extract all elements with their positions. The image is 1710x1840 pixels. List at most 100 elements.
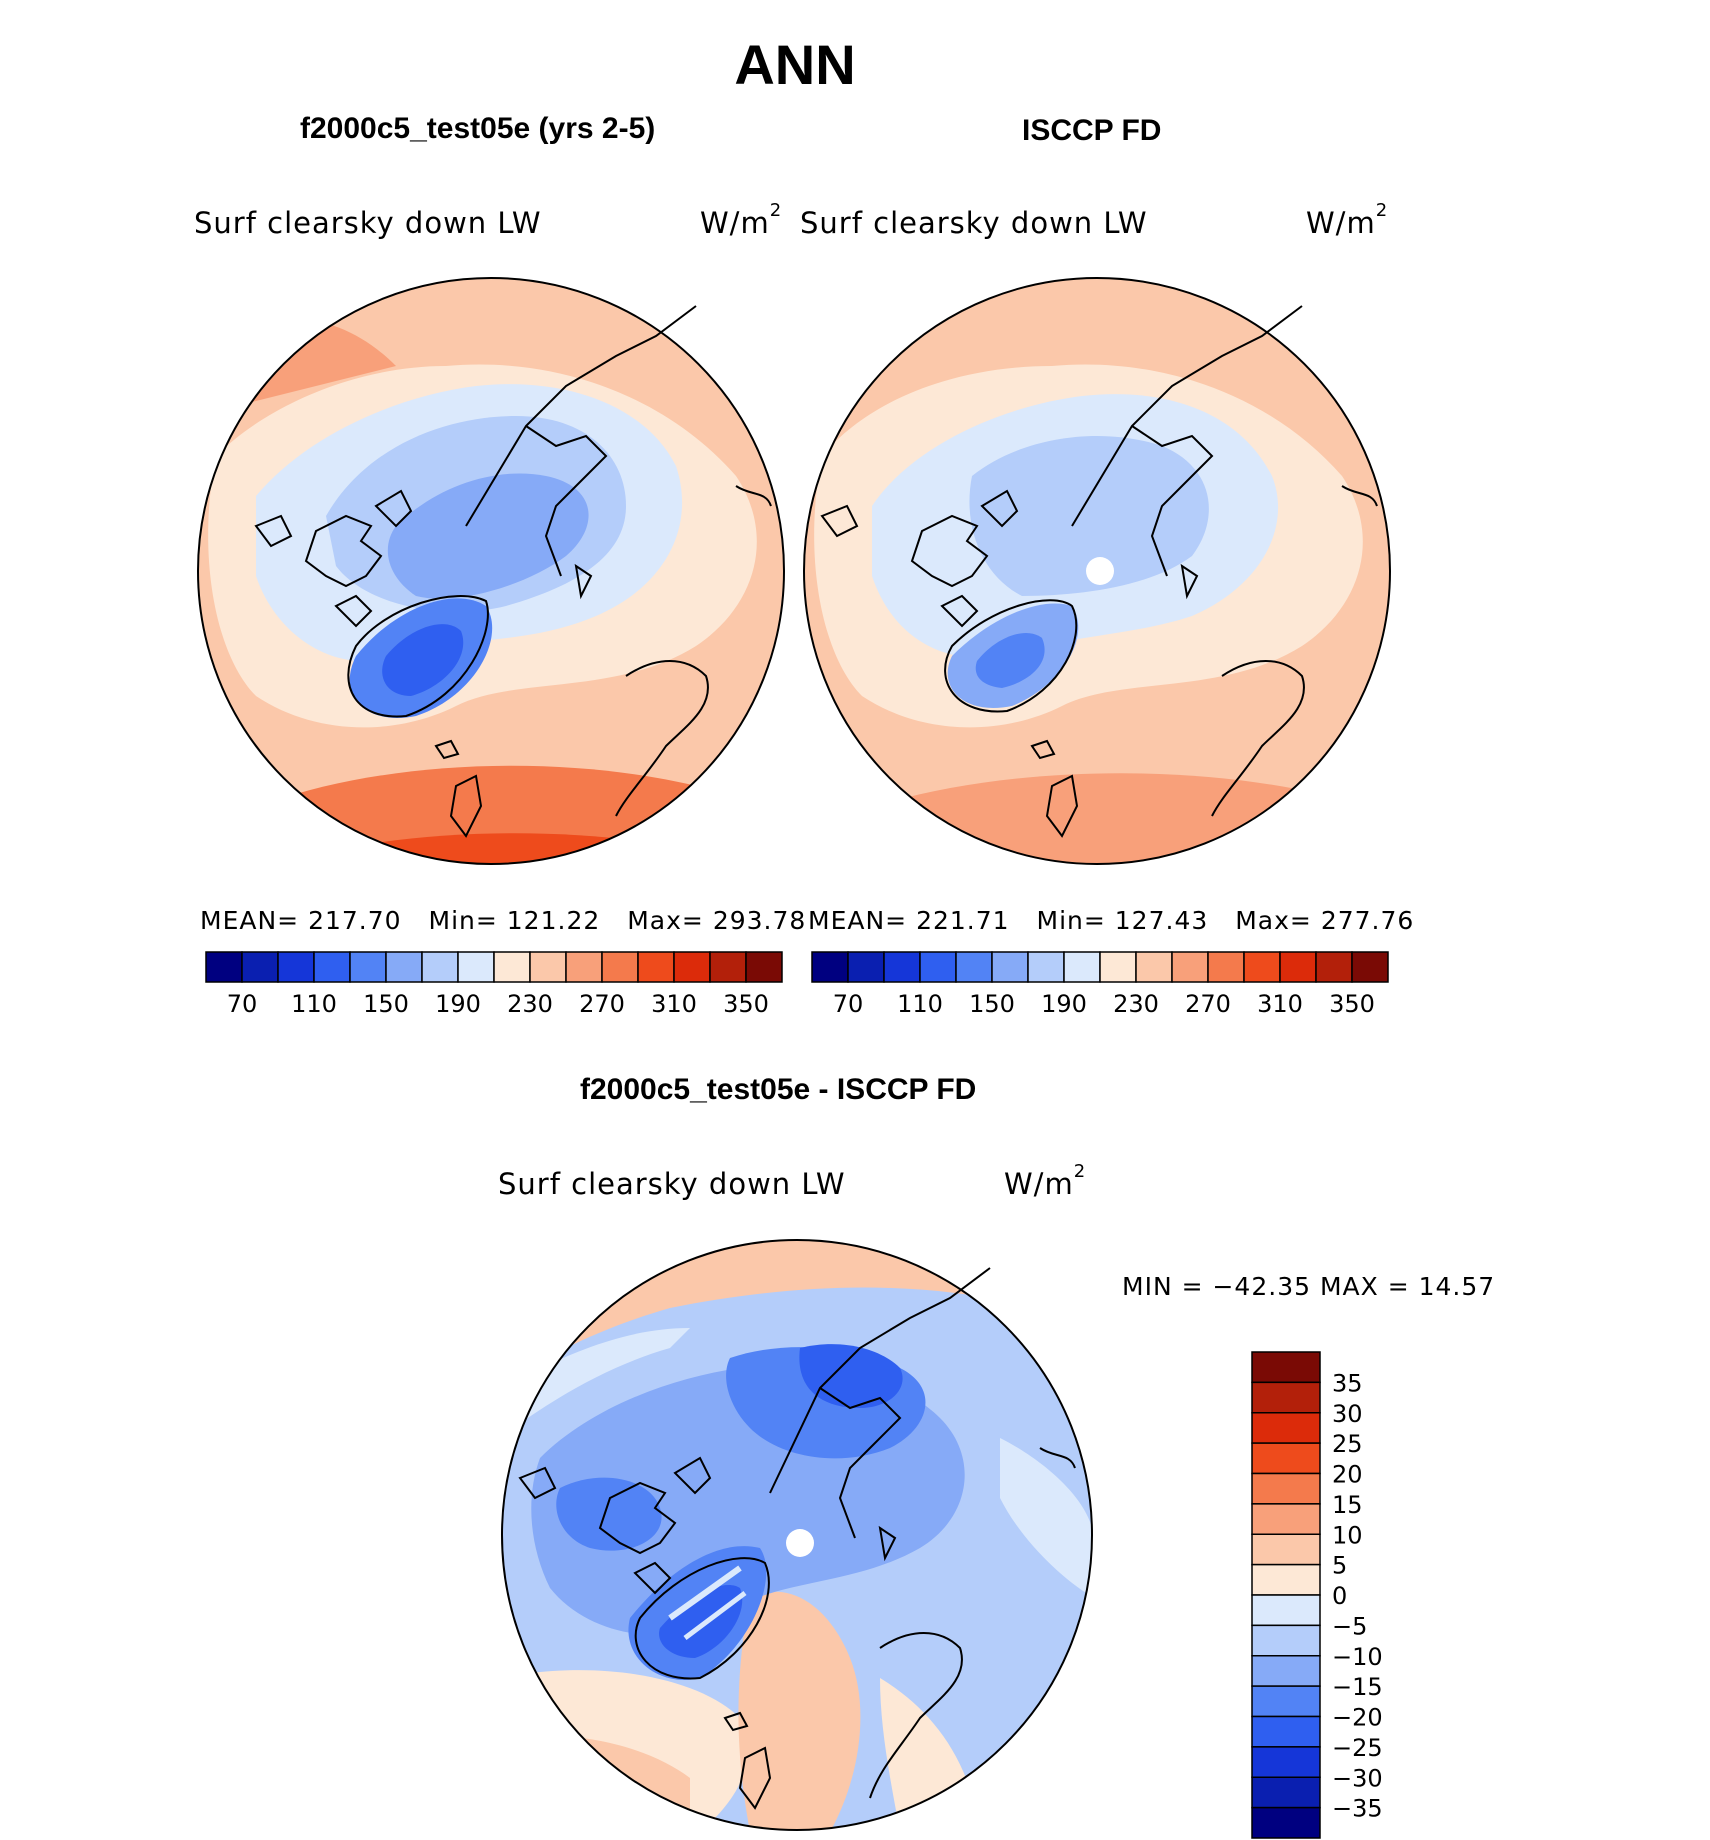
model-colorbar-box	[565, 951, 603, 983]
model-colorbar-box	[313, 951, 351, 983]
diff-colorbar-box	[1251, 1655, 1321, 1687]
diff-colorbar-tick-label: −5	[1332, 1612, 1367, 1640]
obs-colorbar-box	[1207, 951, 1245, 983]
diff-minmax: MIN = −42.35 MAX = 14.57	[1122, 1272, 1496, 1301]
model-colorbar-box	[205, 951, 243, 983]
diff-colorbar-tick-label: 10	[1332, 1521, 1363, 1549]
diff-panel-title: f2000c5_test05e - ISCCP FD	[580, 1073, 977, 1106]
diff-variable-label: Surf clearsky down LW	[498, 1167, 846, 1201]
model-colorbar-tick-label: 310	[651, 990, 697, 1018]
model-stats: MEAN= 217.70 Min= 121.22 Max= 293.78	[200, 906, 806, 935]
model-colorbar-box	[421, 951, 459, 983]
diff-colorbar-tick-label: 0	[1332, 1582, 1347, 1610]
model-mean-label: MEAN=	[200, 906, 300, 935]
obs-colorbar-tick-label: 190	[1041, 990, 1087, 1018]
model-max-value: 293.78	[712, 906, 807, 935]
obs-colorbar-box	[1315, 951, 1353, 983]
model-min-value: 121.22	[506, 906, 601, 935]
obs-colorbar-box	[919, 951, 957, 983]
model-colorbar-box	[673, 951, 711, 983]
model-colorbar-tick-label: 150	[363, 990, 409, 1018]
diff-colorbar-tick-label: −15	[1332, 1673, 1383, 1701]
model-colorbar-tick-label: 110	[291, 990, 337, 1018]
diff-colorbar-tick-label: −10	[1332, 1643, 1383, 1671]
diff-colorbar-tick-label: −35	[1332, 1795, 1383, 1823]
diff-colorbar-tick-label: 35	[1332, 1369, 1363, 1397]
obs-max-value: 277.76	[1320, 906, 1415, 935]
obs-colorbar-box	[1135, 951, 1173, 983]
diff-colorbar-box	[1251, 1624, 1321, 1657]
obs-stats: MEAN= 221.71 Min= 127.43 Max= 277.76	[808, 906, 1414, 935]
obs-colorbar-box	[1027, 951, 1065, 983]
obs-colorbar-box	[1351, 951, 1389, 983]
obs-colorbar-box	[1243, 951, 1281, 983]
model-colorbar-box	[529, 951, 567, 983]
obs-colorbar-tick-label: 270	[1185, 990, 1231, 1018]
diff-colorbar-box	[1251, 1351, 1321, 1384]
diff-colorbar-box	[1251, 1442, 1321, 1475]
diff-colorbar-box	[1251, 1563, 1321, 1596]
diff-colorbar-box	[1251, 1503, 1321, 1535]
diff-colorbar-box	[1251, 1746, 1321, 1778]
model-colorbar: 70 110 150 190 230 270 310 350	[205, 951, 783, 1018]
obs-colorbar-tick-label: 70	[833, 990, 864, 1018]
obs-panel-title: ISCCP FD	[1022, 114, 1162, 147]
obs-variable-label: Surf clearsky down LW	[800, 206, 1148, 240]
obs-colorbar: 70 110 150 190 230 270 310 350	[811, 951, 1389, 1018]
model-polar-map	[197, 277, 785, 865]
diff-units: W/m2	[1004, 1161, 1087, 1201]
model-colorbar-box	[277, 951, 315, 983]
diff-colorbar-tick-label: 20	[1332, 1461, 1363, 1489]
obs-mean-value: 221.71	[916, 906, 1010, 935]
obs-colorbar-box	[991, 951, 1029, 983]
model-colorbar-tick-label: 230	[507, 990, 553, 1018]
model-colorbar-tick-label: 350	[723, 990, 769, 1018]
model-colorbar-tick-label: 270	[579, 990, 625, 1018]
model-colorbar-box	[745, 951, 783, 983]
diff-colorbar-tick-label: −20	[1332, 1704, 1383, 1732]
model-colorbar-tick-label: 70	[227, 990, 258, 1018]
model-colorbar-box	[385, 951, 423, 983]
model-max-label: Max=	[627, 906, 704, 935]
obs-colorbar-box	[883, 951, 921, 983]
obs-min-value: 127.43	[1114, 906, 1209, 935]
diff-colorbar-box	[1251, 1594, 1321, 1627]
obs-colorbar-box	[1171, 951, 1209, 983]
model-colorbar-box	[349, 951, 387, 983]
model-colorbar-box	[241, 951, 279, 983]
model-colorbar-box	[493, 951, 531, 983]
diff-colorbar-tick-label: −30	[1332, 1764, 1383, 1792]
obs-mean-label: MEAN=	[808, 906, 908, 935]
diff-colorbar-tick-label: 30	[1332, 1400, 1363, 1428]
model-colorbar-box	[637, 951, 675, 983]
diff-colorbar-box	[1251, 1381, 1321, 1414]
obs-colorbar-box	[1279, 951, 1317, 983]
model-colorbar-tick-label: 190	[435, 990, 481, 1018]
diff-colorbar-box	[1251, 1715, 1321, 1748]
obs-units: W/m2	[1306, 200, 1389, 240]
obs-colorbar-box	[811, 951, 849, 983]
obs-colorbar-box	[1099, 951, 1137, 983]
diff-colorbar-box	[1251, 1806, 1321, 1839]
obs-colorbar-tick-label: 350	[1329, 990, 1375, 1018]
model-min-label: Min=	[428, 906, 498, 935]
diff-colorbar-box	[1251, 1776, 1321, 1809]
obs-colorbar-tick-label: 230	[1113, 990, 1159, 1018]
diff-colorbar-tick-label: 15	[1332, 1491, 1363, 1519]
model-mean-value: 217.70	[308, 906, 402, 935]
diff-colorbar-tick-label: 25	[1332, 1430, 1363, 1458]
model-colorbar-box	[457, 951, 495, 983]
obs-min-label: Min=	[1036, 906, 1106, 935]
obs-colorbar-box	[1063, 951, 1101, 983]
diff-colorbar-tick-label: −25	[1332, 1734, 1383, 1762]
obs-colorbar-box	[847, 951, 885, 983]
diff-colorbar-box	[1251, 1533, 1321, 1566]
diff-colorbar-box	[1251, 1412, 1321, 1444]
obs-polar-map	[803, 277, 1391, 865]
obs-colorbar-tick-label: 150	[969, 990, 1015, 1018]
diff-polar-map	[501, 1239, 1093, 1831]
obs-max-label: Max=	[1235, 906, 1312, 935]
model-colorbar-box	[709, 951, 747, 983]
model-variable-label: Surf clearsky down LW	[194, 206, 542, 240]
